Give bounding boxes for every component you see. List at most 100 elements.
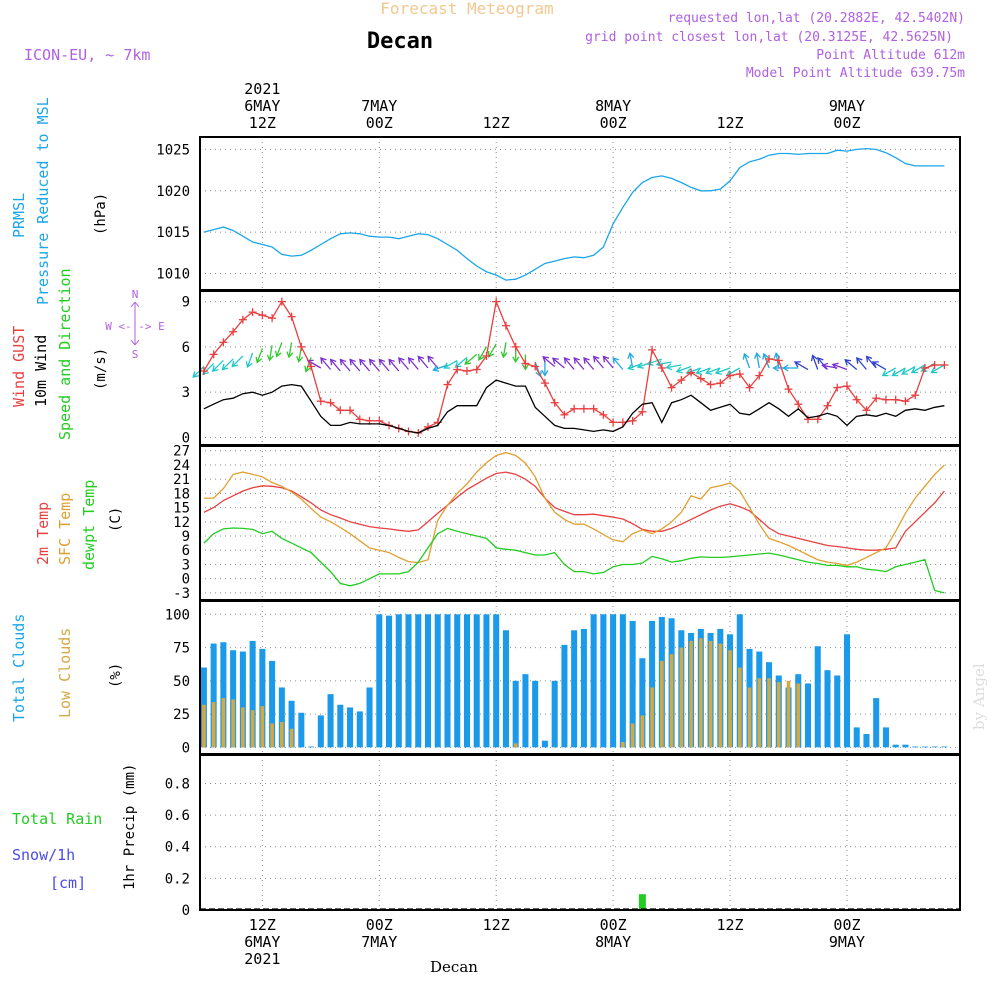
- precip-rain-label: Total Rain: [12, 810, 102, 828]
- wind-arrow: [753, 351, 761, 369]
- low-clouds-bar: [270, 723, 274, 748]
- wind-arrow-head: [891, 370, 899, 377]
- low-clouds-bar: [718, 643, 723, 748]
- low-clouds-bar: [513, 743, 518, 748]
- wind-arrow: [368, 358, 380, 372]
- total-clouds-bar: [863, 734, 870, 748]
- low-clouds-bar: [650, 687, 654, 748]
- wind-arrow: [573, 357, 585, 370]
- wind-arrow-shaft: [359, 359, 371, 372]
- temperature-frame: [199, 445, 961, 601]
- footer-location: Decan: [430, 958, 478, 976]
- bottom-time-label: 00Z: [366, 916, 393, 934]
- wind-arrow-head: [742, 352, 750, 360]
- top-time-label: 12Z: [249, 114, 276, 132]
- wind-arrow-head: [831, 362, 839, 370]
- gust-marker: [589, 404, 598, 413]
- low-clouds-bar: [660, 660, 664, 748]
- gust-marker: [726, 371, 735, 380]
- total-clouds-bar: [590, 614, 597, 748]
- total-clouds-bar: [463, 614, 470, 748]
- wind-arrow-head: [349, 358, 356, 366]
- total-clouds-bar: [941, 746, 948, 748]
- wind-arrow: [398, 357, 410, 370]
- bottom-time-label: 8MAY: [595, 933, 631, 951]
- wind-arrow-head: [551, 357, 559, 365]
- gust-marker: [268, 314, 277, 323]
- wind-arrow-shaft: [583, 357, 595, 370]
- wind-arrow-head: [705, 368, 713, 375]
- low-clouds-bar: [202, 704, 206, 748]
- wind-arrow-shaft: [593, 356, 604, 369]
- total-clouds-bar: [834, 675, 841, 748]
- total-clouds-bar: [853, 727, 860, 748]
- wind-arrow-shaft: [696, 367, 711, 374]
- wind-arrow-head: [573, 357, 580, 364]
- total-clouds-bar: [347, 707, 354, 748]
- gust-marker: [540, 379, 549, 388]
- wind-arrow: [781, 364, 799, 372]
- total-clouds-bar: [308, 746, 315, 748]
- wind-arrow-head: [339, 358, 347, 366]
- wind-arrow-head: [810, 354, 818, 362]
- precip-snow-label: Snow/1h: [12, 846, 75, 864]
- low-clouds-bar: [211, 702, 216, 748]
- total-clouds-bar: [571, 630, 578, 748]
- total-clouds-bar: [317, 715, 324, 748]
- gust-marker: [794, 400, 803, 409]
- wind-ytick-label: 3: [182, 385, 190, 401]
- wind-arrow-shaft: [378, 359, 390, 372]
- precip-ytick-label: 0: [182, 903, 190, 919]
- sfc-temp-line: [203, 451, 945, 567]
- wind-arrow-head: [612, 357, 619, 364]
- total-clouds-bar: [239, 651, 246, 748]
- bottom-time-label: 00Z: [833, 916, 860, 934]
- total-clouds-bar: [434, 614, 441, 748]
- wind-arrow: [551, 357, 565, 369]
- gust-marker: [755, 371, 764, 380]
- wind-arrow: [443, 359, 458, 369]
- wind-arrow: [245, 352, 254, 369]
- wind-arrow-head: [211, 365, 219, 372]
- clouds-ytick-label: 0: [182, 740, 190, 756]
- gust-marker: [891, 395, 900, 404]
- gust-marker: [823, 401, 832, 410]
- total-clouds-bar: [337, 704, 344, 748]
- wind-arrow-head: [407, 357, 415, 364]
- wind-arrow-shaft: [246, 352, 254, 368]
- wind-arrow: [541, 360, 549, 377]
- total-clouds-bar: [483, 614, 490, 748]
- gust-marker: [199, 367, 208, 376]
- wind-arrow-shaft: [320, 357, 332, 370]
- gust-marker: [355, 415, 364, 424]
- model-altitude: Model Point Altitude 639.75m: [746, 66, 965, 81]
- total-clouds-bar: [210, 643, 217, 748]
- axis-layer: 10101015102010250369-3036912151821242702…: [156, 80, 865, 968]
- pressure-label-2: Pressure Reduced to MSL: [34, 97, 52, 305]
- temperature-ytick-label: 18: [173, 486, 190, 502]
- total-clouds-bar: [580, 628, 587, 748]
- chart-title: Forecast Meteogram: [380, 0, 553, 18]
- gust-marker: [599, 410, 608, 419]
- total-clouds-bar: [298, 712, 305, 748]
- gust-marker: [316, 397, 325, 406]
- gust-marker: [911, 391, 920, 400]
- low-clouds-bar: [679, 647, 684, 748]
- gust-marker: [901, 397, 910, 406]
- wind-arrow: [871, 361, 887, 371]
- wind-arrow: [388, 358, 400, 372]
- top-time-label: 12Z: [483, 114, 510, 132]
- gust-marker: [735, 370, 744, 379]
- clouds-ytick-label: 100: [165, 607, 190, 623]
- wind-arrow-shaft: [330, 359, 341, 372]
- low-clouds-bar: [280, 722, 284, 748]
- total-clouds-bar: [619, 614, 626, 748]
- low-clouds-bar: [747, 687, 752, 748]
- bottom-time-label: 2021: [244, 950, 280, 968]
- wind-arrow-head: [821, 362, 829, 370]
- wind-arrow-head: [930, 367, 938, 374]
- wind-arrow-shaft: [464, 353, 478, 365]
- total-clouds-bar: [288, 700, 295, 748]
- wind-arrow-shaft: [743, 353, 751, 369]
- clouds-total-label: Total Clouds: [10, 614, 28, 722]
